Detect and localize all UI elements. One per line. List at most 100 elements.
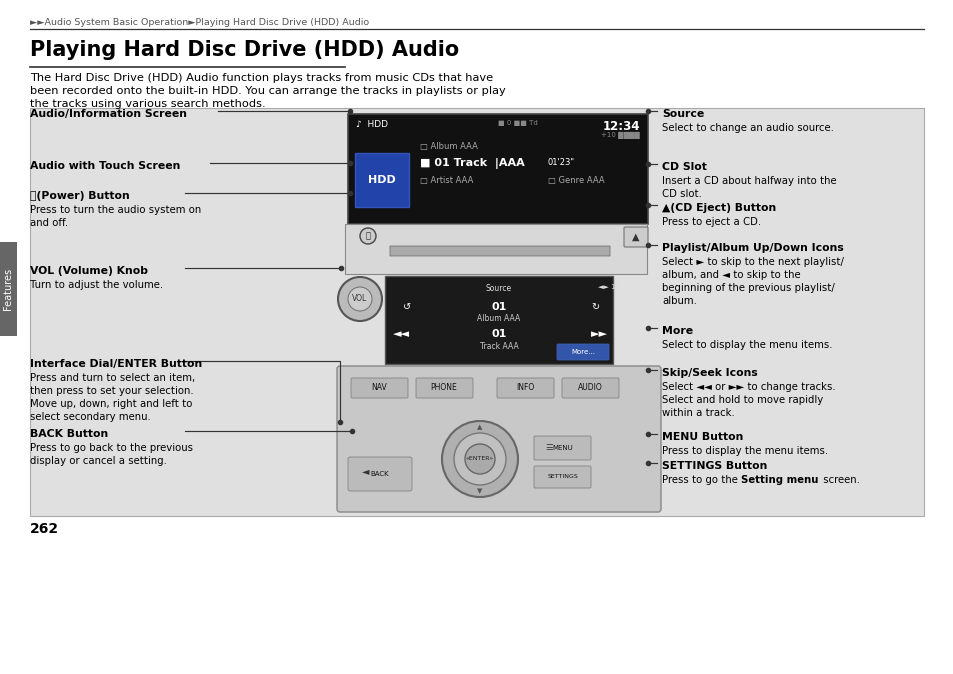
Text: «ENTER»: «ENTER» xyxy=(465,456,494,462)
Text: Press to go the: Press to go the xyxy=(661,475,740,485)
Text: BACK Button: BACK Button xyxy=(30,429,108,439)
Text: Track AAA: Track AAA xyxy=(479,342,517,351)
Text: ⒨(Power) Button: ⒨(Power) Button xyxy=(30,191,130,201)
Text: ■ 01 Track  |AAA: ■ 01 Track |AAA xyxy=(419,158,524,169)
Circle shape xyxy=(464,444,495,474)
Text: 01'23": 01'23" xyxy=(547,158,575,167)
Circle shape xyxy=(359,228,375,244)
FancyBboxPatch shape xyxy=(557,344,608,360)
Text: MENU Button: MENU Button xyxy=(661,432,742,442)
Text: Playlist/Album Up/Down Icons: Playlist/Album Up/Down Icons xyxy=(661,243,842,253)
Text: CD slot.: CD slot. xyxy=(661,189,701,199)
Text: ▼: ▼ xyxy=(476,488,482,494)
Text: Playing Hard Disc Drive (HDD) Audio: Playing Hard Disc Drive (HDD) Audio xyxy=(30,40,458,60)
Text: Turn to adjust the volume.: Turn to adjust the volume. xyxy=(30,280,163,290)
Text: Source: Source xyxy=(661,109,703,119)
Circle shape xyxy=(441,421,517,497)
FancyBboxPatch shape xyxy=(351,378,408,398)
Text: PHONE: PHONE xyxy=(430,384,456,392)
Text: select secondary menu.: select secondary menu. xyxy=(30,412,151,422)
Text: MENU: MENU xyxy=(552,445,573,451)
Text: album, and ◄ to skip to the: album, and ◄ to skip to the xyxy=(661,270,800,280)
Text: Select and hold to move rapidly: Select and hold to move rapidly xyxy=(661,395,822,405)
Text: ⏻: ⏻ xyxy=(365,231,370,241)
FancyBboxPatch shape xyxy=(534,436,590,460)
Text: +10 ████: +10 ████ xyxy=(600,132,639,139)
Text: VOL: VOL xyxy=(352,295,367,303)
Text: ►►: ►► xyxy=(590,329,607,339)
Text: Source: Source xyxy=(485,284,512,293)
Text: □ Genre AAA: □ Genre AAA xyxy=(547,176,604,185)
Text: AUDIO: AUDIO xyxy=(577,384,601,392)
Text: then press to set your selection.: then press to set your selection. xyxy=(30,386,193,396)
Text: Insert a CD about halfway into the: Insert a CD about halfway into the xyxy=(661,176,836,186)
Text: Press to eject a CD.: Press to eject a CD. xyxy=(661,217,760,227)
FancyBboxPatch shape xyxy=(345,224,646,274)
Text: and off.: and off. xyxy=(30,218,68,228)
Text: NAV: NAV xyxy=(371,384,387,392)
Text: ►►Audio System Basic Operation►Playing Hard Disc Drive (HDD) Audio: ►►Audio System Basic Operation►Playing H… xyxy=(30,18,369,27)
Text: album.: album. xyxy=(661,296,696,306)
Text: Press to display the menu items.: Press to display the menu items. xyxy=(661,446,827,456)
Circle shape xyxy=(454,433,505,485)
Text: 01: 01 xyxy=(491,329,506,339)
Text: ▲: ▲ xyxy=(632,232,639,242)
Circle shape xyxy=(337,277,381,321)
Text: the tracks using various search methods.: the tracks using various search methods. xyxy=(30,99,265,109)
FancyBboxPatch shape xyxy=(355,153,409,207)
Text: Press and turn to select an item,: Press and turn to select an item, xyxy=(30,373,195,383)
Text: within a track.: within a track. xyxy=(661,408,734,418)
Text: VOL (Volume) Knob: VOL (Volume) Knob xyxy=(30,266,148,276)
Text: □ Album AAA: □ Album AAA xyxy=(419,142,477,151)
Text: SETTINGS: SETTINGS xyxy=(547,474,578,479)
Text: □ Artist AAA: □ Artist AAA xyxy=(419,176,473,185)
Text: Select ◄◄ or ►► to change tracks.: Select ◄◄ or ►► to change tracks. xyxy=(661,382,835,392)
Text: ↻: ↻ xyxy=(590,302,598,312)
Text: INFO: INFO xyxy=(516,384,534,392)
Text: ■ 0 ■■ Td: ■ 0 ■■ Td xyxy=(497,120,537,126)
Text: Skip/Seek Icons: Skip/Seek Icons xyxy=(661,368,757,378)
Text: Audio with Touch Screen: Audio with Touch Screen xyxy=(30,161,180,171)
Text: Features: Features xyxy=(4,268,13,310)
Text: been recorded onto the built-in HDD. You can arrange the tracks in playlists or : been recorded onto the built-in HDD. You… xyxy=(30,86,505,96)
Text: 262: 262 xyxy=(30,522,59,536)
FancyBboxPatch shape xyxy=(390,246,609,256)
FancyBboxPatch shape xyxy=(348,114,647,224)
Text: Setting menu: Setting menu xyxy=(740,475,818,485)
FancyBboxPatch shape xyxy=(534,466,590,488)
Bar xyxy=(0,242,17,336)
Text: display or cancel a setting.: display or cancel a setting. xyxy=(30,456,167,466)
FancyBboxPatch shape xyxy=(348,457,412,491)
Text: Press to go back to the previous: Press to go back to the previous xyxy=(30,443,193,453)
Text: 12:34: 12:34 xyxy=(602,120,639,133)
Text: More...: More... xyxy=(571,349,595,355)
Circle shape xyxy=(348,287,372,311)
Bar xyxy=(30,108,923,516)
Text: SETTINGS Button: SETTINGS Button xyxy=(661,461,766,471)
Text: ♪  HDD: ♪ HDD xyxy=(355,120,388,129)
Text: Select ► to skip to the next playlist/: Select ► to skip to the next playlist/ xyxy=(661,257,843,267)
FancyBboxPatch shape xyxy=(416,378,473,398)
Text: ◄► 10: ◄► 10 xyxy=(598,284,619,290)
Text: HDD: HDD xyxy=(368,175,395,185)
Text: beginning of the previous playlist/: beginning of the previous playlist/ xyxy=(661,283,834,293)
Text: Press to turn the audio system on: Press to turn the audio system on xyxy=(30,205,201,215)
FancyBboxPatch shape xyxy=(385,276,613,364)
Text: ☰: ☰ xyxy=(544,443,552,452)
Text: Move up, down, right and left to: Move up, down, right and left to xyxy=(30,399,193,409)
Text: ▲: ▲ xyxy=(476,424,482,430)
Text: ◄: ◄ xyxy=(361,466,369,476)
Text: Select to change an audio source.: Select to change an audio source. xyxy=(661,123,833,133)
Text: 01: 01 xyxy=(491,302,506,312)
Text: Audio/Information Screen: Audio/Information Screen xyxy=(30,109,187,119)
Text: Album AAA: Album AAA xyxy=(476,314,520,323)
Text: The Hard Disc Drive (HDD) Audio function plays tracks from music CDs that have: The Hard Disc Drive (HDD) Audio function… xyxy=(30,73,493,83)
Text: CD Slot: CD Slot xyxy=(661,162,706,172)
Text: ◄◄: ◄◄ xyxy=(393,329,410,339)
Text: More: More xyxy=(661,326,693,336)
FancyBboxPatch shape xyxy=(336,366,660,512)
Text: screen.: screen. xyxy=(820,475,859,485)
FancyBboxPatch shape xyxy=(561,378,618,398)
Text: Interface Dial/ENTER Button: Interface Dial/ENTER Button xyxy=(30,359,202,369)
FancyBboxPatch shape xyxy=(497,378,554,398)
